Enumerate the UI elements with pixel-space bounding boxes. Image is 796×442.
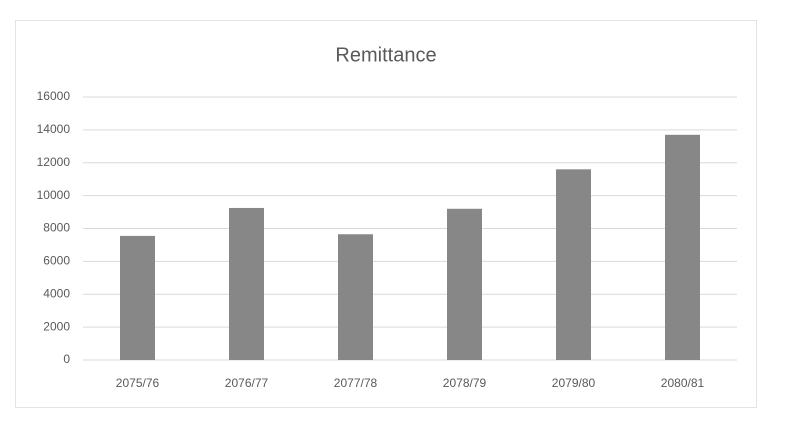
x-tick-label: 2079/80 [552,376,596,390]
bar [120,235,155,360]
x-tick-label: 2077/78 [334,376,378,390]
bar [229,207,264,360]
x-tick-label: 2076/77 [225,376,269,390]
y-tick-label: 2000 [43,319,70,333]
x-tick-label: 2078/79 [443,376,487,390]
y-tick-label: 4000 [43,286,70,300]
y-tick-label: 6000 [43,254,70,268]
x-tick-label: 2080/81 [661,376,705,390]
y-tick-label: 10000 [37,188,71,202]
y-tick-label: 14000 [37,122,71,136]
x-tick-label: 2075/76 [116,376,160,390]
bar [447,208,482,360]
y-tick-label: 16000 [37,89,71,103]
y-tick-label: 0 [63,352,70,366]
bar [556,169,591,360]
y-tick-label: 8000 [43,221,70,235]
chart-title: Remittance [335,44,436,66]
bar [665,134,700,360]
y-tick-label: 12000 [37,155,71,169]
bar [338,234,373,360]
